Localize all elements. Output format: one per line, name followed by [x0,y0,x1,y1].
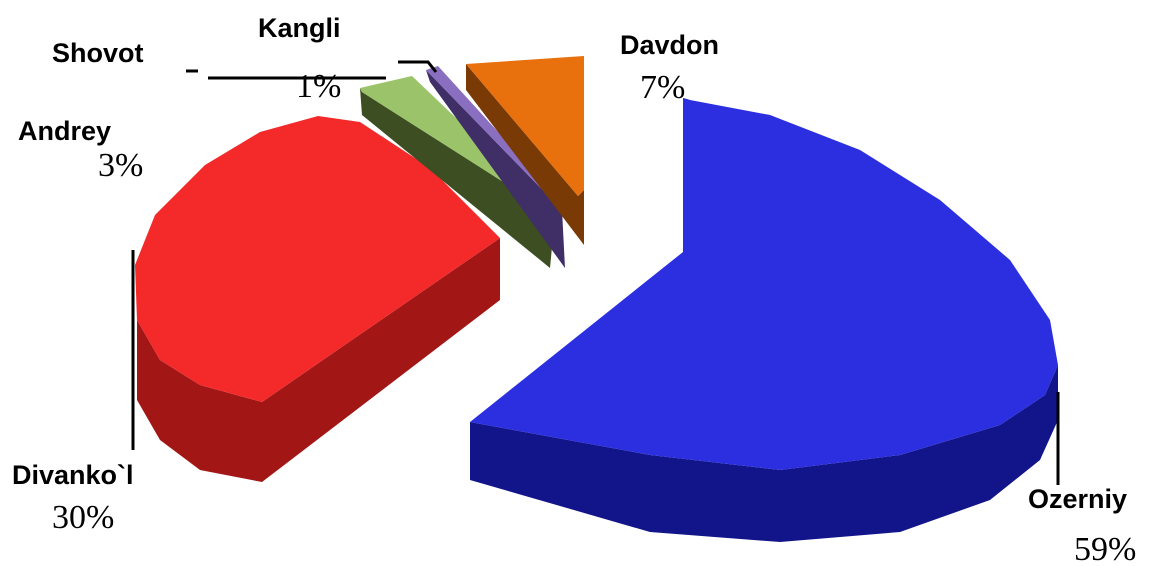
slice-ozerniy-tops [470,98,1058,470]
slice-kangli-tops [426,66,562,210]
slice-andrey-side [360,88,555,268]
slice-davdon-side [466,64,584,245]
pct-davdon: 7% [640,69,685,106]
slice-divankol-side [262,238,500,482]
pct-andrey: 3% [98,147,143,184]
leader-lines [131,60,1060,485]
slice-kangli-side [426,70,565,268]
label-kangli: Kangli [258,13,341,43]
slice-davdon-tops [466,56,584,196]
label-davdon: Davdon [620,30,719,60]
slice-divankol-curve [137,320,262,482]
pct-kangli: 1% [296,68,341,105]
label-ozerniy: Ozerniy [1028,484,1127,514]
pie-slices [135,56,1058,542]
label-shovot: Shovot [52,38,144,68]
pct-divankol: 30% [52,499,114,536]
slice-labels: Ozerniy 59% Divanko`l 30% Andrey 3% Shov… [12,13,1136,566]
label-divankol: Divanko`l [12,460,134,490]
pct-ozerniy: 59% [1074,531,1136,566]
leader-line-kangli [398,60,438,73]
label-andrey: Andrey [18,116,111,146]
slice-divankol-tops [135,116,500,402]
slice-ozerniy-side [470,365,1058,542]
